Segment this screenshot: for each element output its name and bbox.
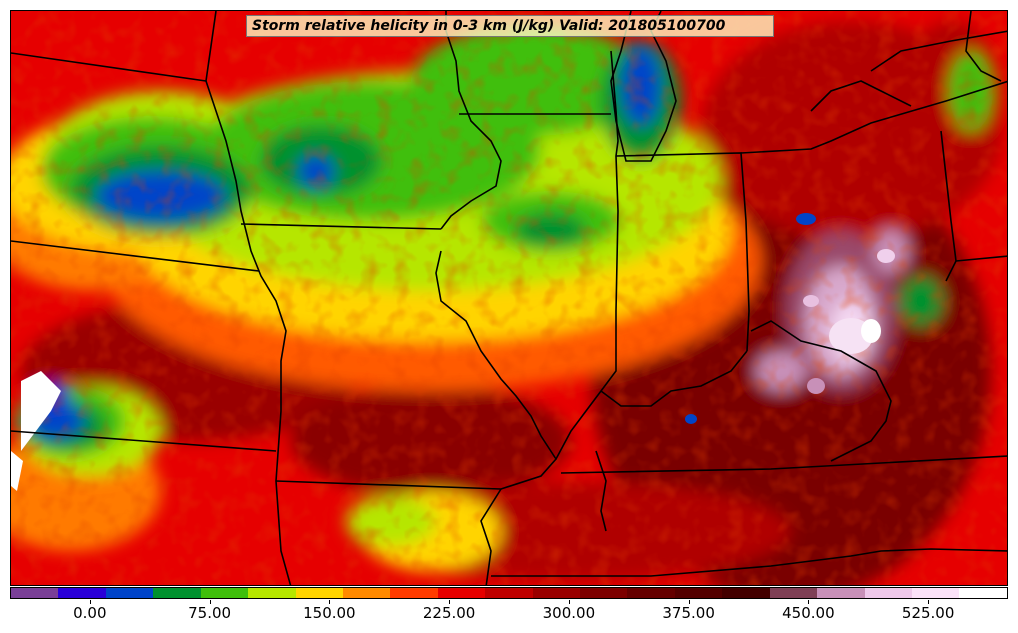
colorbar-segment bbox=[912, 588, 960, 598]
tick-mark bbox=[329, 600, 331, 604]
tick-label: 225.00 bbox=[422, 604, 476, 622]
field-texture bbox=[11, 11, 1007, 585]
tick-label: 525.00 bbox=[901, 604, 955, 622]
tick-label: 75.00 bbox=[188, 604, 232, 622]
colorbar-segment bbox=[390, 588, 438, 598]
colorbar-segment bbox=[342, 588, 391, 598]
field-details bbox=[11, 213, 895, 491]
colorbar bbox=[10, 587, 1008, 599]
tick-label: 300.00 bbox=[542, 604, 596, 622]
colorbar-segment bbox=[769, 588, 818, 598]
tick-label: 375.00 bbox=[662, 604, 715, 622]
colorbar-segment bbox=[532, 588, 581, 598]
tick-mark bbox=[808, 600, 810, 604]
colorbar-segment bbox=[200, 588, 249, 598]
tick-mark bbox=[449, 600, 451, 604]
colorbar-segment bbox=[722, 588, 770, 598]
tick-mark bbox=[928, 600, 930, 604]
tick-mark bbox=[209, 600, 211, 604]
colorbar-segment bbox=[295, 588, 343, 598]
colorbar-segment bbox=[11, 588, 59, 598]
colorbar-segment bbox=[485, 588, 533, 598]
helicity-map bbox=[10, 10, 1008, 586]
colorbar-segment bbox=[248, 588, 296, 598]
tick-mark bbox=[568, 600, 570, 604]
colorbar-segment bbox=[627, 588, 675, 598]
tick-label: 150.00 bbox=[303, 604, 356, 622]
map-canvas bbox=[11, 11, 1007, 585]
tick-label: 450.00 bbox=[782, 604, 835, 622]
colorbar-segment bbox=[437, 588, 486, 598]
colorbar-segment bbox=[153, 588, 201, 598]
colorbar-segment bbox=[864, 588, 913, 598]
tick-mark bbox=[688, 600, 690, 604]
map-title: Storm relative helicity in 0-3 km (J/kg)… bbox=[246, 15, 774, 37]
colorbar-segment bbox=[58, 588, 106, 598]
colorbar-segment bbox=[817, 588, 865, 598]
colorbar-ticks: 0.00 75.00 150.00 225.00 300.00 375.00 450.00 5… bbox=[10, 600, 1008, 630]
colorbar-segment bbox=[580, 588, 628, 598]
colorbar-segment bbox=[959, 588, 1007, 598]
tick-mark bbox=[89, 600, 91, 604]
state-borders bbox=[11, 11, 1007, 585]
colorbar-segment bbox=[105, 588, 154, 598]
colorbar-segment bbox=[674, 588, 723, 598]
tick-label: 0.00 bbox=[73, 604, 107, 622]
